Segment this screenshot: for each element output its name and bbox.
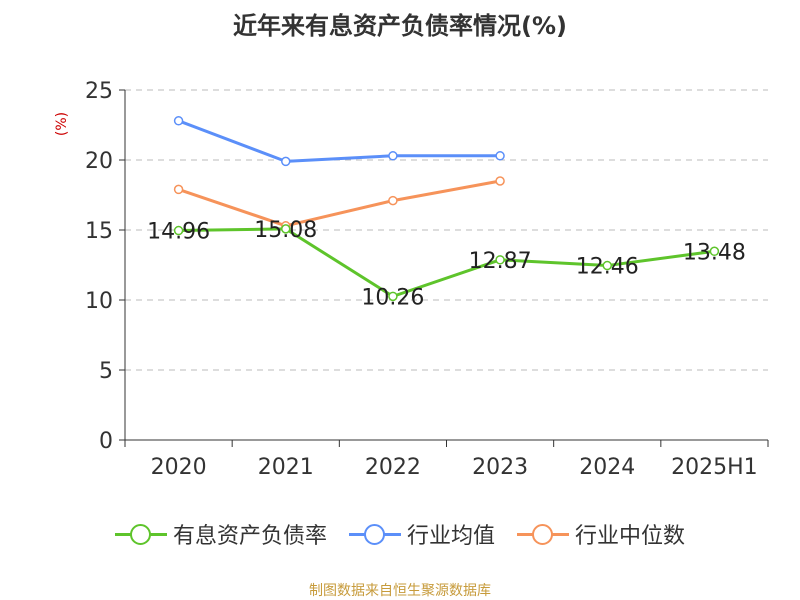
x-tick-label: 2025H1 [671, 455, 758, 480]
y-tick-label: 0 [99, 429, 113, 454]
data-label: 14.96 [147, 220, 210, 245]
data-point [495, 255, 505, 265]
data-labels: 14.96 15.08 10.26 12.87 12.46 13.48 [147, 218, 746, 310]
data-point [281, 224, 291, 234]
data-point [281, 156, 291, 167]
legend-swatch [348, 524, 401, 545]
grid-lines [125, 89, 768, 371]
data-point [709, 246, 720, 257]
axes: 0 5 10 15 20 25 2020 2021 2022 2023 2024 2025H1 [85, 79, 769, 480]
source-footer: 制图数据来自恒生聚源数据库 [309, 583, 491, 599]
data-point [388, 291, 398, 302]
legend-item[interactable]: 行业中位数 [517, 518, 685, 550]
data-point [173, 116, 184, 126]
data-label: 12.46 [576, 255, 639, 280]
series-line [178, 179, 501, 228]
legend-swatch [517, 524, 569, 545]
chart-title: 近年来有息资产负债率情况(%) [233, 12, 567, 40]
data-point [495, 151, 505, 161]
data-label: 15.08 [254, 218, 317, 243]
y-tick-label: 20 [85, 149, 113, 174]
y-tick-label: 25 [85, 79, 113, 104]
y-tick-label: 15 [85, 219, 113, 244]
data-label: 13.48 [683, 240, 746, 265]
legend-label: 行业均值 [406, 524, 495, 549]
x-tick-label: 2022 [365, 455, 421, 480]
y-tick-label: 5 [99, 359, 113, 384]
data-label: 12.87 [469, 249, 532, 274]
x-tick-label: 2024 [579, 455, 635, 480]
series-line [178, 119, 501, 163]
data-point [173, 184, 184, 195]
legend-item[interactable]: 有息资产负债率 [114, 518, 327, 550]
legend: 有息资产负债率 行业均值 行业中位数 [0, 518, 800, 550]
data-point [388, 151, 398, 161]
x-tick-label: 2021 [258, 455, 314, 480]
data-point [173, 225, 184, 236]
x-tick-label: 2020 [151, 455, 207, 480]
y-tick-label: 10 [85, 289, 113, 314]
data-point [495, 176, 505, 186]
data-label: 10.26 [361, 285, 424, 310]
series-line [178, 227, 715, 298]
legend-swatch [114, 524, 167, 545]
series-layer [173, 116, 720, 302]
x-tick-label: 2023 [472, 455, 528, 480]
data-point [388, 195, 398, 206]
legend-label: 有息资产负债率 [172, 524, 327, 549]
legend-item[interactable]: 行业均值 [348, 518, 495, 550]
legend-label: 行业中位数 [575, 524, 686, 549]
data-point [602, 260, 612, 271]
